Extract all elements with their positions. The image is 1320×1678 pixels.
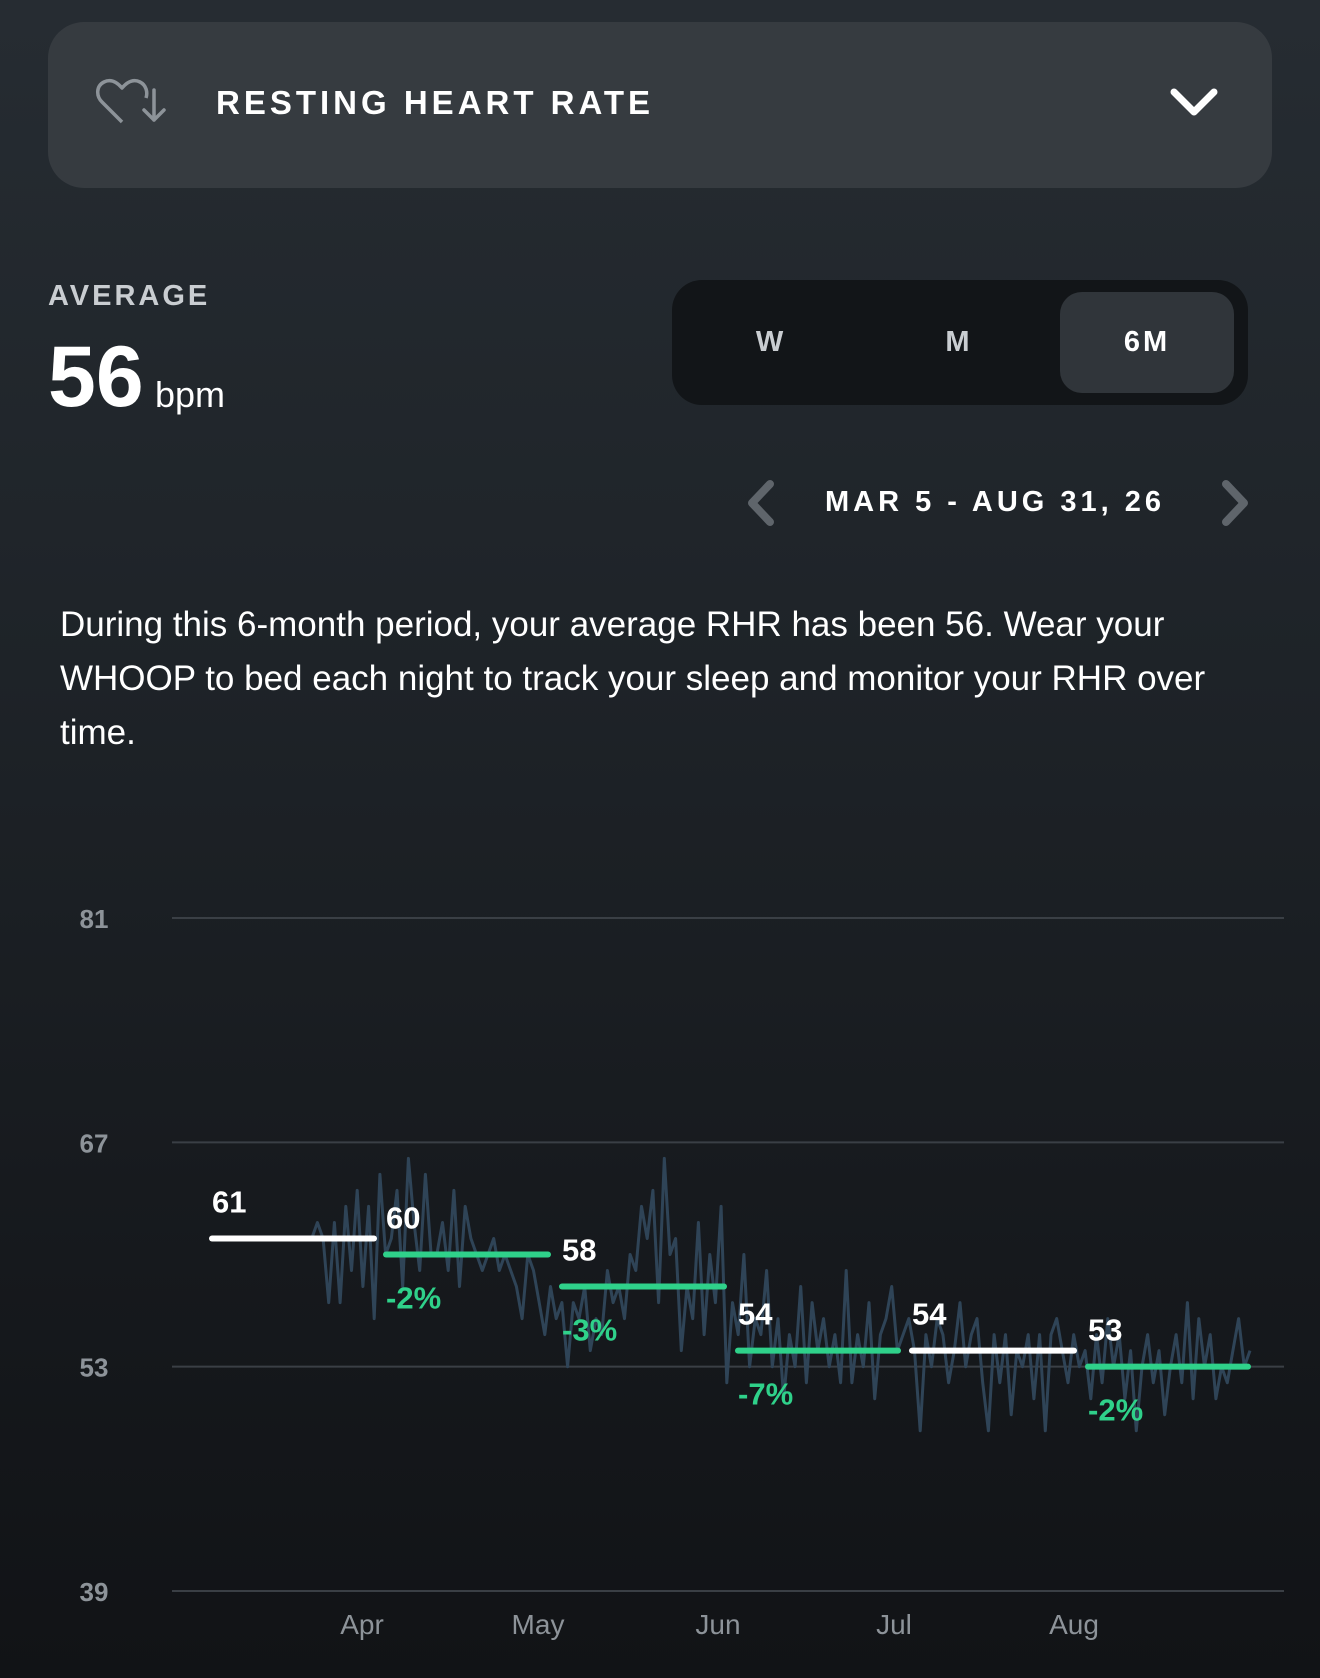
- monthly-change-label: -3%: [562, 1313, 617, 1348]
- rhr-chart: 81 67 53 39 Apr May Jun Jul Aug 61 60 -2% 58 -3% 54 -7%…: [80, 904, 1284, 1640]
- chevron-left-icon[interactable]: [740, 478, 780, 528]
- monthly-change-label: -7%: [738, 1377, 793, 1412]
- y-tick-label: 67: [80, 1128, 109, 1158]
- range-month-button[interactable]: M: [945, 326, 973, 358]
- chevron-right-icon[interactable]: [1216, 478, 1256, 528]
- daily-rhr-line: [306, 1156, 1252, 1433]
- range-week-button[interactable]: W: [755, 326, 787, 358]
- metric-selector[interactable]: [48, 22, 1272, 188]
- x-tick-label: Jun: [695, 1609, 740, 1640]
- monthly-change-label: -2%: [1088, 1393, 1143, 1428]
- monthly-average-label: 61: [212, 1184, 246, 1219]
- average-unit: bpm: [155, 374, 226, 415]
- y-tick-label: 39: [80, 1577, 109, 1607]
- average-value: 56: [48, 329, 144, 425]
- monthly-average-label: 54: [912, 1297, 947, 1332]
- monthly-average-label: 53: [1088, 1313, 1122, 1348]
- monthly-average-label: 58: [562, 1233, 596, 1268]
- monthly-change-label: -2%: [386, 1281, 441, 1316]
- y-tick-label: 53: [80, 1353, 109, 1383]
- y-tick-label: 81: [80, 904, 109, 934]
- x-tick-label: Apr: [340, 1609, 384, 1640]
- x-tick-label: Aug: [1049, 1609, 1099, 1640]
- metric-title: RESTING HEART RATE: [216, 84, 655, 121]
- x-tick-label: Jul: [876, 1609, 912, 1640]
- average-label: AVERAGE: [48, 280, 211, 312]
- description-text: During this 6-month period, your average…: [60, 605, 1206, 752]
- date-range-label: MAR 5 - AUG 31, 26: [824, 486, 1166, 518]
- x-tick-label: May: [512, 1609, 565, 1640]
- monthly-average-label: 54: [738, 1297, 773, 1332]
- monthly-average-label: 60: [386, 1201, 420, 1236]
- chevron-down-icon[interactable]: [1168, 84, 1220, 120]
- time-range-selector: W M 6M: [672, 280, 1248, 405]
- heart-down-icon: [96, 78, 166, 124]
- range-6-month-button[interactable]: 6M: [1060, 292, 1234, 393]
